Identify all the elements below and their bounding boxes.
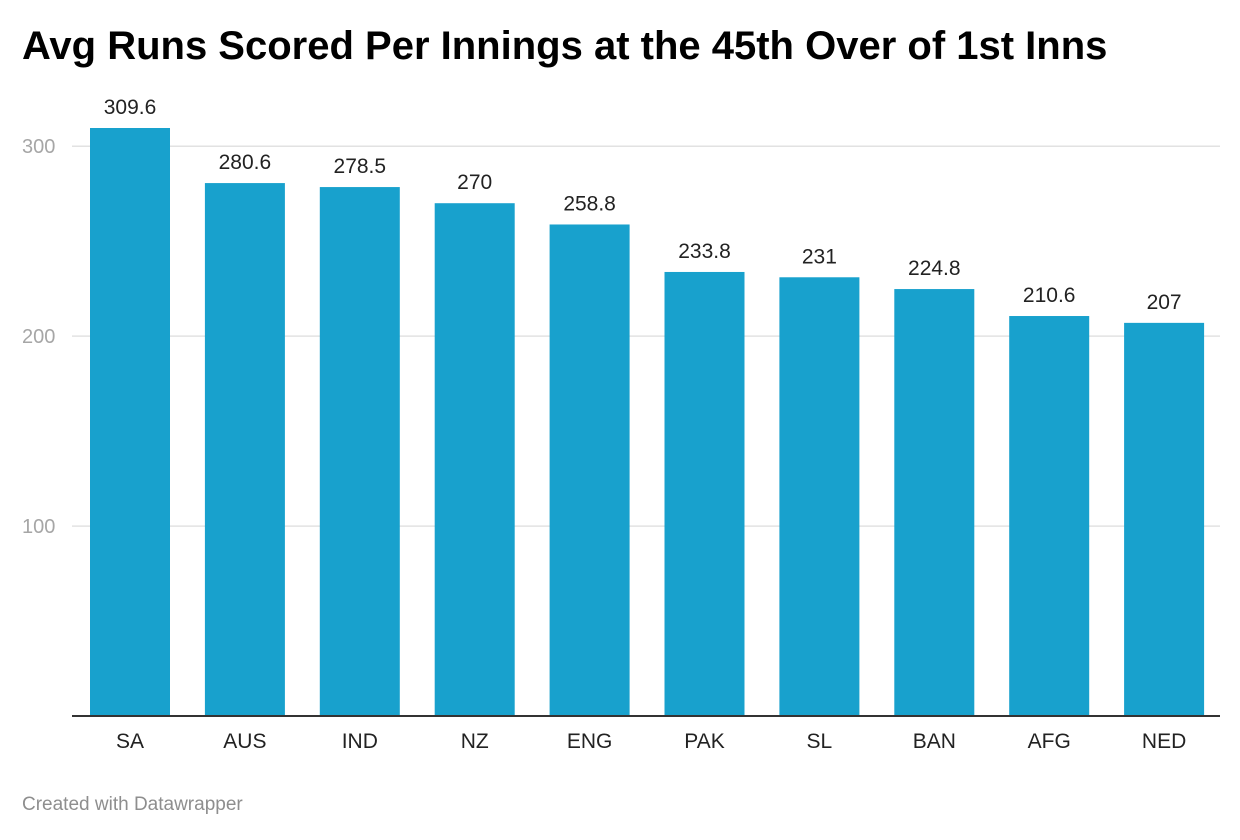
bar-ind (319, 187, 400, 716)
y-tick-label-200: 200 (22, 326, 55, 348)
value-label-ban: 224.8 (908, 257, 961, 280)
x-tick-label-ind: IND (342, 730, 378, 753)
chart-title: Avg Runs Scored Per Innings at the 45th … (22, 24, 1108, 68)
x-tick-label-sl: SL (807, 730, 833, 753)
bars (90, 128, 1205, 717)
x-tick-label-aus: AUS (223, 730, 266, 753)
value-label-afg: 210.6 (1023, 284, 1076, 307)
x-tick-labels: SA AUS IND NZ ENG PAK SL BAN AFG NED (116, 730, 1186, 753)
value-label-ind: 278.5 (334, 155, 387, 178)
value-label-nz: 270 (457, 171, 492, 194)
value-label-sl: 231 (802, 245, 837, 268)
value-label-pak: 233.8 (678, 240, 731, 263)
value-labels: 309.6 280.6 278.5 270 258.8 233.8 231 224.8 210.… (104, 96, 1182, 314)
bar-aus (204, 183, 285, 716)
bar-eng (549, 224, 630, 716)
x-tick-label-ned: NED (1142, 730, 1186, 753)
bar-sa (90, 128, 170, 716)
value-label-ned: 207 (1147, 291, 1182, 314)
bar-nz (434, 203, 515, 717)
credit-footer: Created with Datawrapper (22, 794, 243, 815)
value-label-eng: 258.8 (563, 192, 616, 215)
x-tick-label-eng: ENG (567, 730, 613, 753)
y-tick-label-100: 100 (22, 516, 55, 538)
x-tick-label-pak: PAK (684, 730, 724, 753)
value-label-aus: 280.6 (219, 151, 272, 174)
bar-ban (894, 289, 975, 716)
x-tick-label-nz: NZ (461, 730, 489, 753)
bar-ned (1124, 322, 1205, 716)
x-tick-label-afg: AFG (1028, 730, 1071, 753)
bar-pak (664, 271, 745, 716)
x-tick-label-sa: SA (116, 730, 144, 753)
value-label-sa: 309.6 (104, 96, 157, 119)
y-tick-label-300: 300 (22, 136, 55, 158)
bar-sl (779, 277, 860, 716)
bar-afg (1009, 316, 1090, 716)
x-tick-label-ban: BAN (913, 730, 956, 753)
